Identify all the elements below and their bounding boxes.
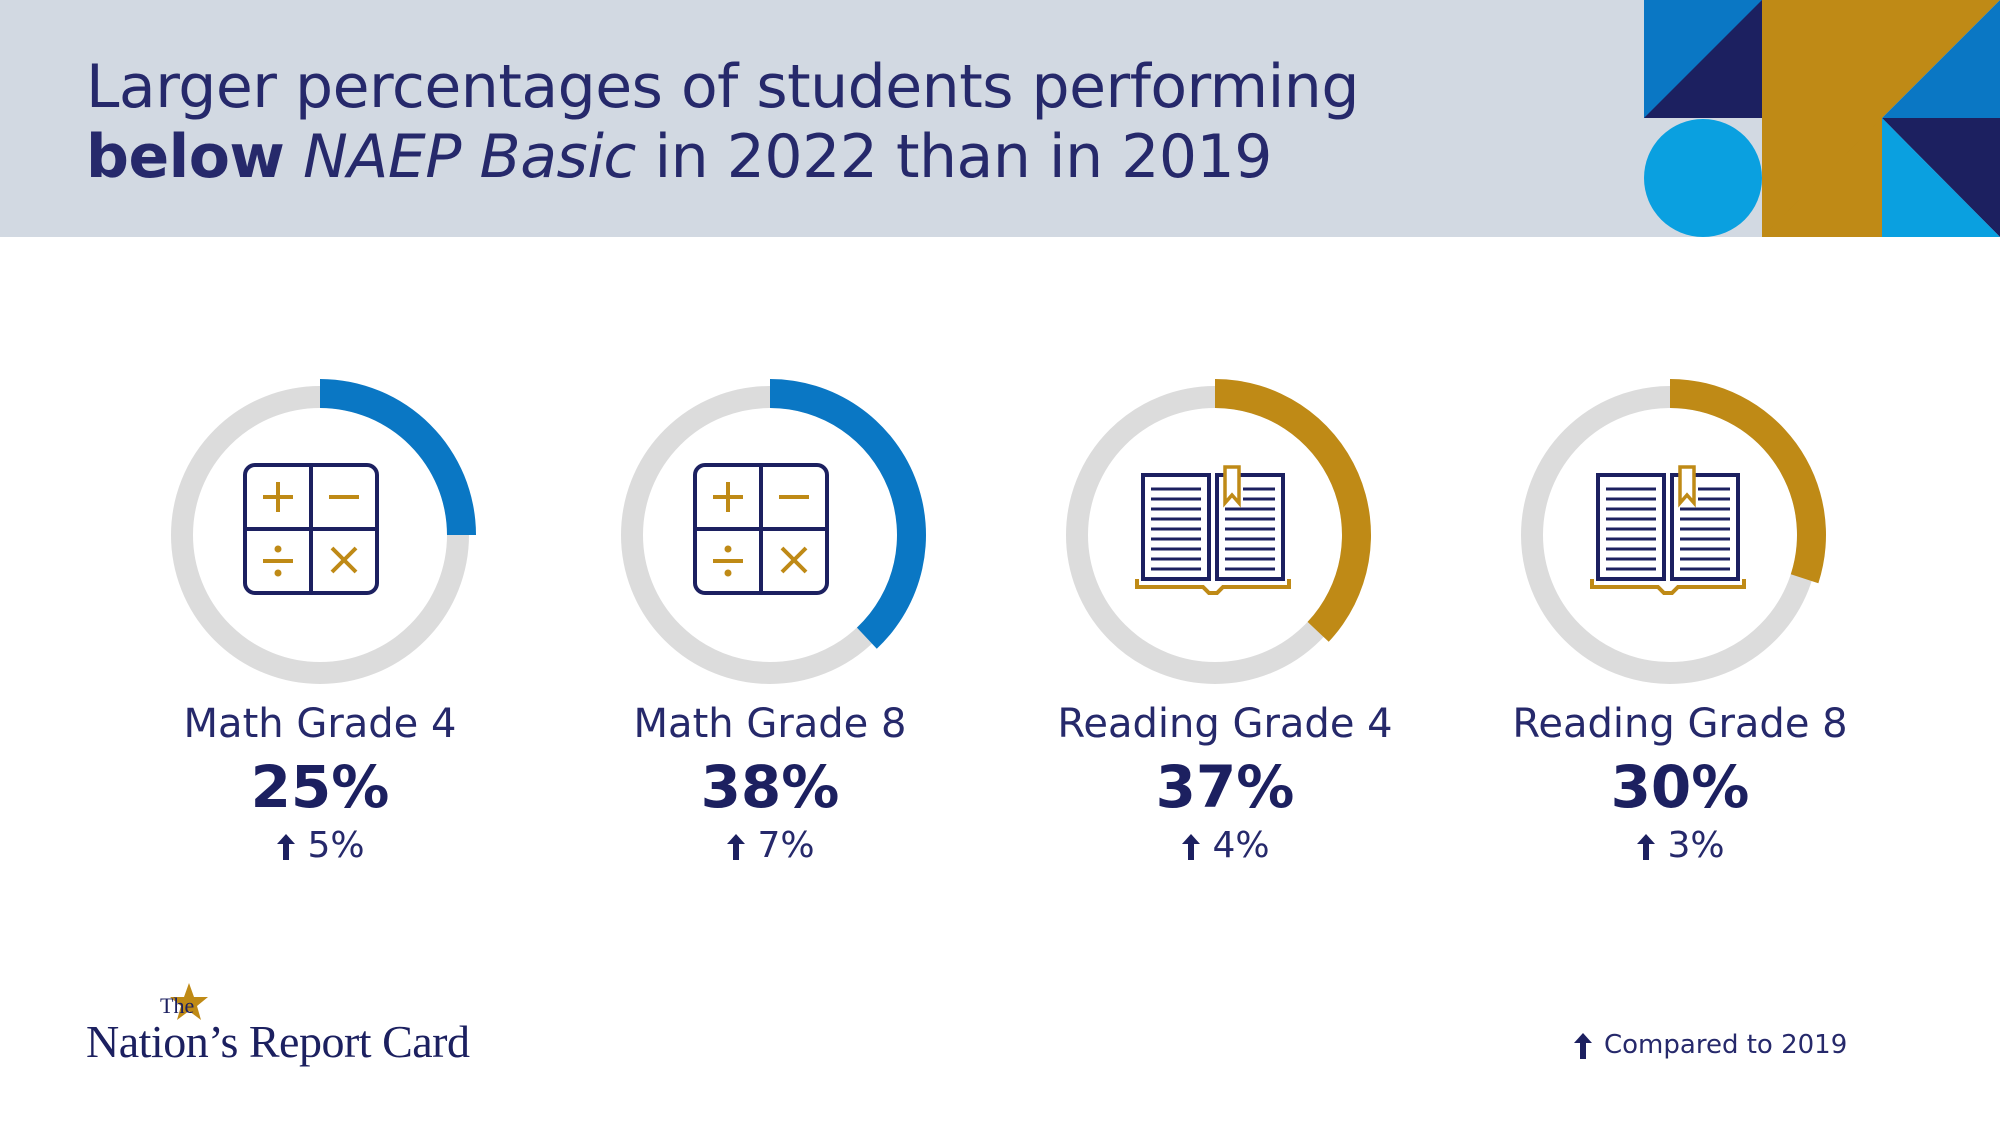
up-arrow-icon [1574,1032,1592,1059]
value-label: 37% [1155,753,1295,821]
stat-math-grade-8: Math Grade 8 38% 7% [540,700,1000,868]
category-label: Reading Grade 4 [1057,701,1393,747]
change-value: 5% [307,825,365,866]
up-arrow-icon [1637,834,1656,860]
logo-name: Nation’s Report Card [86,1016,470,1067]
change-value: 7% [757,825,815,866]
donut-arc-reading-grade-8 [1670,379,1826,584]
page-title: Larger percentages of students performin… [86,52,1359,192]
star-icon [170,983,208,1020]
title-bold-word: below [86,122,285,192]
donut-svg [171,379,476,684]
donut-svg [1066,379,1371,684]
stat-math-grade-4: Math Grade 4 25% 5% [90,700,550,868]
change-label: 3% [1450,824,1910,868]
donut-chart-reading-grade-4 [1045,365,1385,705]
up-arrow-icon [277,834,296,860]
change-label: 5% [90,824,550,868]
legend: Compared to 2019 [1572,1030,1847,1061]
up-arrow-icon [727,834,746,860]
title-italic-term: NAEP Basic [302,122,636,192]
change-value: 3% [1667,825,1725,866]
donut-arc-math-grade-4 [320,379,476,535]
category-label: Math Grade 4 [183,701,457,747]
value-label: 38% [700,753,840,821]
stat-reading-grade-8: Reading Grade 8 30% 3% [1450,700,1910,868]
up-arrow-icon [1182,834,1201,860]
title-line-1: Larger percentages of students performin… [86,52,1359,122]
value-label: 30% [1610,753,1750,821]
change-label: 7% [540,824,1000,868]
math-operations-icon [243,463,379,595]
header-banner: Larger percentages of students performin… [0,0,2000,237]
donut-chart-math-grade-8 [600,365,940,705]
donut-svg [1521,379,1826,684]
stat-reading-grade-4: Reading Grade 4 37% 4% [995,700,1455,868]
category-label: Reading Grade 8 [1512,701,1848,747]
donut-chart-reading-grade-8 [1500,365,1840,705]
donut-arc-reading-grade-4 [1215,379,1371,642]
open-book-icon [1590,465,1746,595]
donut-chart-math-grade-4 [150,365,490,705]
change-value: 4% [1212,825,1270,866]
donut-arc-math-grade-8 [770,379,926,649]
title-rest: in 2022 than in 2019 [654,122,1272,192]
nations-report-card-logo: The Nation’s Report Card [86,983,486,1070]
logo-the: The [160,993,195,1018]
math-operations-icon [693,463,829,595]
donut-svg [621,379,926,684]
open-book-icon [1135,465,1291,595]
change-label: 4% [995,824,1455,868]
geometric-decoration [1644,0,2000,237]
category-label: Math Grade 8 [633,701,907,747]
value-label: 25% [250,753,390,821]
legend-text: Compared to 2019 [1604,1030,1848,1060]
